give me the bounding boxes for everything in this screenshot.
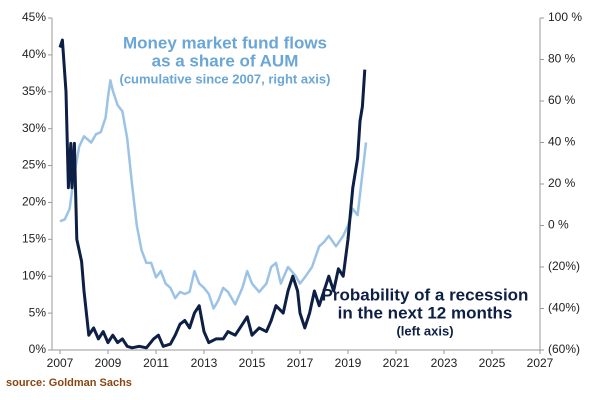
annotation: in the next 12 months <box>338 303 513 322</box>
y2-tick-label: 40 % <box>548 135 576 149</box>
annotation: as a share of AUM <box>152 51 299 70</box>
y2-tick-label: 100 % <box>548 10 582 24</box>
y-tick-label: 10% <box>22 268 46 282</box>
y-tick-label: 20% <box>22 195 46 209</box>
x-tick-label: 2011 <box>143 356 169 370</box>
x-tick-label: 2013 <box>191 356 218 370</box>
x-tick-label: 2015 <box>239 356 266 370</box>
y2-tick-label: (40%) <box>548 301 580 315</box>
y2-tick-label: 80 % <box>548 52 576 66</box>
x-tick-label: 2009 <box>95 356 122 370</box>
x-tick-label: 2023 <box>431 356 458 370</box>
y-tick-label: 45% <box>22 10 46 24</box>
y-tick-label: 15% <box>22 232 46 246</box>
annotation: (cumulative since 2007, right axis) <box>120 71 331 86</box>
annotation: Money market fund flows <box>123 33 327 52</box>
y-tick-label: 35% <box>22 84 46 98</box>
x-tick-label: 2021 <box>383 356 410 370</box>
x-tick-label: 2025 <box>479 356 506 370</box>
y2-tick-label: 20 % <box>548 176 576 190</box>
y-tick-label: 40% <box>22 47 46 61</box>
x-tick-label: 2019 <box>335 356 362 370</box>
y2-tick-label: (20%) <box>548 259 580 273</box>
x-tick-label: 2027 <box>527 356 554 370</box>
y2-tick-label: 60 % <box>548 93 576 107</box>
annotation: Probability of a recession <box>322 285 529 304</box>
y2-tick-label: 0 % <box>548 218 569 232</box>
y-tick-label: 0% <box>29 342 47 356</box>
series-line <box>58 38 367 350</box>
y-tick-label: 25% <box>22 158 46 172</box>
x-tick-label: 2007 <box>47 356 74 370</box>
x-tick-label: 2017 <box>287 356 314 370</box>
series-line <box>59 79 368 310</box>
y-tick-label: 5% <box>29 305 47 319</box>
annotation: (left axis) <box>396 323 453 338</box>
y2-tick-label: (60%) <box>548 342 580 356</box>
y-tick-label: 30% <box>22 121 46 135</box>
source: source: Goldman Sachs <box>6 377 132 389</box>
